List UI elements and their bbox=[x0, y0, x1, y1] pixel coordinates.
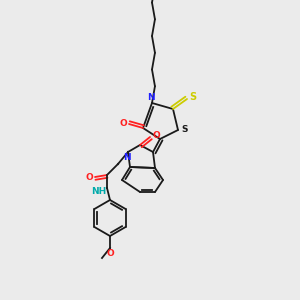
Text: O: O bbox=[119, 118, 127, 127]
Text: NH: NH bbox=[92, 187, 106, 196]
Text: S: S bbox=[189, 92, 197, 102]
Text: N: N bbox=[123, 154, 131, 163]
Text: O: O bbox=[106, 248, 114, 257]
Text: O: O bbox=[152, 131, 160, 140]
Text: N: N bbox=[147, 92, 155, 101]
Text: S: S bbox=[182, 125, 188, 134]
Text: O: O bbox=[85, 172, 93, 182]
